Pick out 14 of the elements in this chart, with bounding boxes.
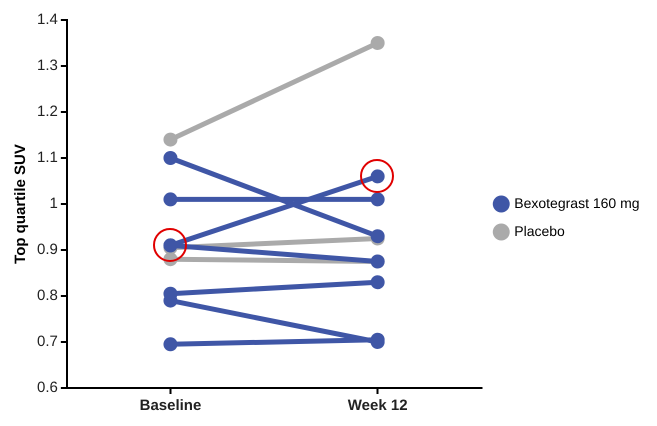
y-tick-label: 0.8 xyxy=(36,287,58,304)
y-tick-label: 0.7 xyxy=(36,333,58,350)
y-tick-label: 1.1 xyxy=(36,149,58,166)
x-tick-label: Week 12 xyxy=(348,397,408,414)
y-tick-label: 0.6 xyxy=(36,379,58,396)
x-tick-label: Baseline xyxy=(140,397,202,414)
y-tick-label: 1.3 xyxy=(36,57,58,74)
y-tick-label: 1.2 xyxy=(36,103,58,120)
y-tick-label: 1.4 xyxy=(36,11,58,28)
y-tick-label: 1 xyxy=(50,195,58,212)
legend-label: Placebo xyxy=(514,222,566,239)
legend-label: Bexotegrast 160 mg xyxy=(514,194,640,211)
y-tick-label: 0.9 xyxy=(36,241,58,258)
y-axis-title: Top quartile SUV xyxy=(12,144,30,264)
